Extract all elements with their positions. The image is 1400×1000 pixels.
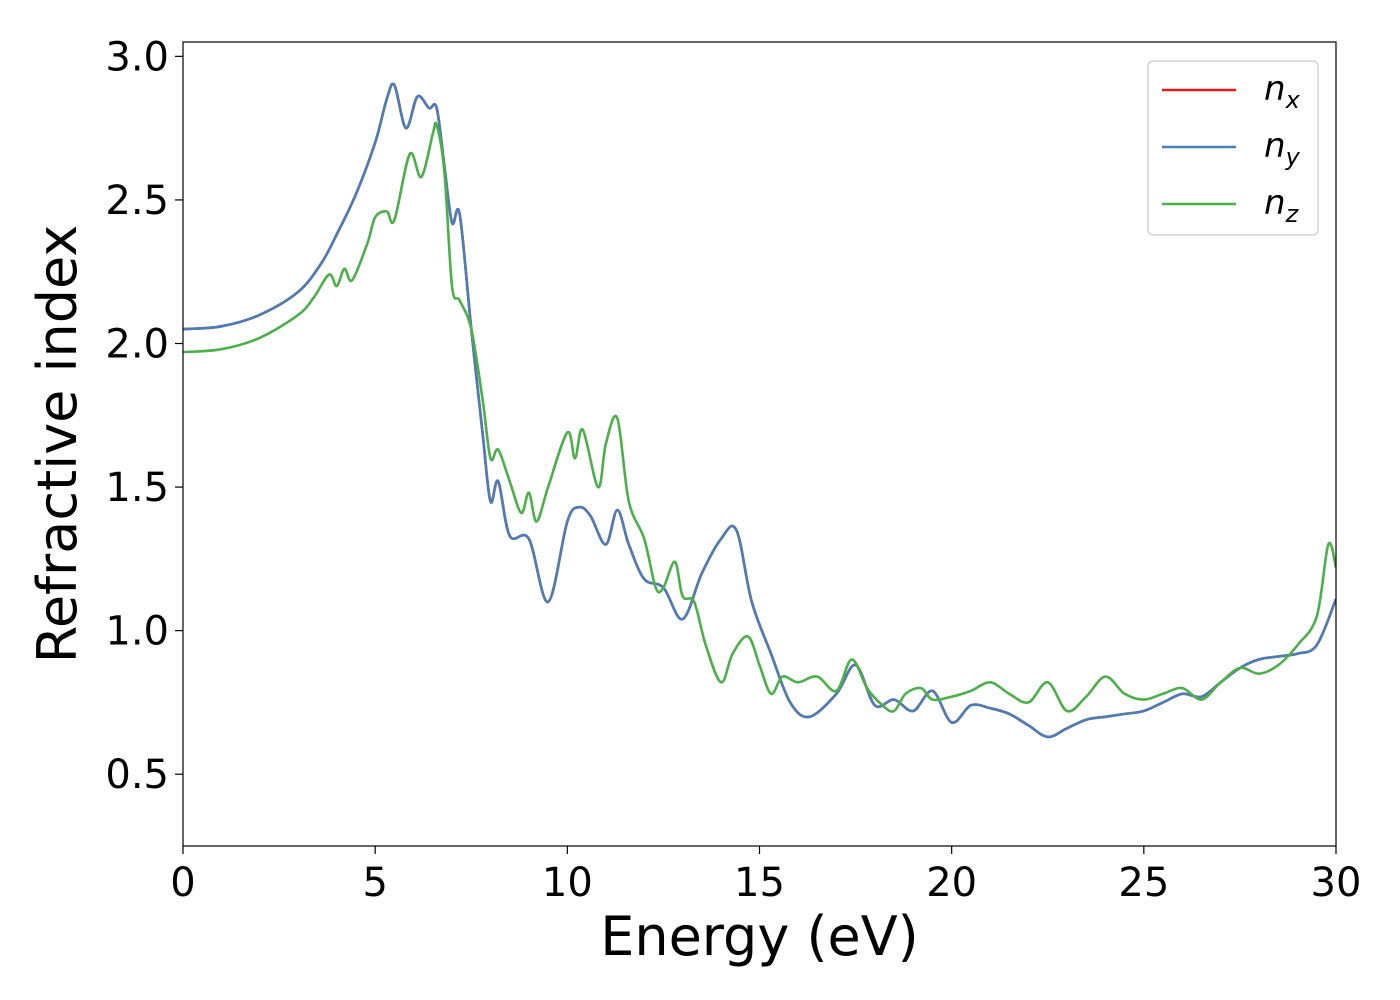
y-tick-label: 0.5 [105, 752, 169, 798]
series-line-z [183, 121, 1336, 713]
y-tick-label: 2.5 [105, 178, 169, 224]
legend-label-x: nx [1264, 69, 1301, 114]
y-tick-label: 2.0 [105, 322, 169, 368]
y-axis-label: Refractive index [26, 225, 89, 664]
x-tick-label: 10 [542, 860, 593, 906]
legend-label-z: nz [1264, 183, 1300, 228]
x-tick-label: 25 [1118, 860, 1169, 906]
y-axis: 0.5 1.0 1.5 2.0 2.5 3.0 [105, 34, 183, 798]
x-axis: 0 5 10 15 20 25 30 [170, 846, 1361, 906]
y-tick-label: 1.5 [105, 465, 169, 511]
x-tick-label: 0 [170, 860, 195, 906]
x-tick-label: 20 [926, 860, 977, 906]
series-layer [183, 82, 1336, 739]
x-tick-label: 30 [1311, 860, 1362, 906]
x-axis-label: Energy (eV) [600, 905, 919, 968]
legend-label-y: ny [1264, 126, 1301, 171]
y-tick-label: 1.0 [105, 609, 169, 655]
series-line-y [183, 82, 1336, 739]
x-tick-label: 15 [734, 860, 785, 906]
x-tick-label: 5 [362, 860, 387, 906]
legend: nx ny nz [1147, 60, 1319, 236]
y-tick-label: 3.0 [105, 34, 169, 80]
